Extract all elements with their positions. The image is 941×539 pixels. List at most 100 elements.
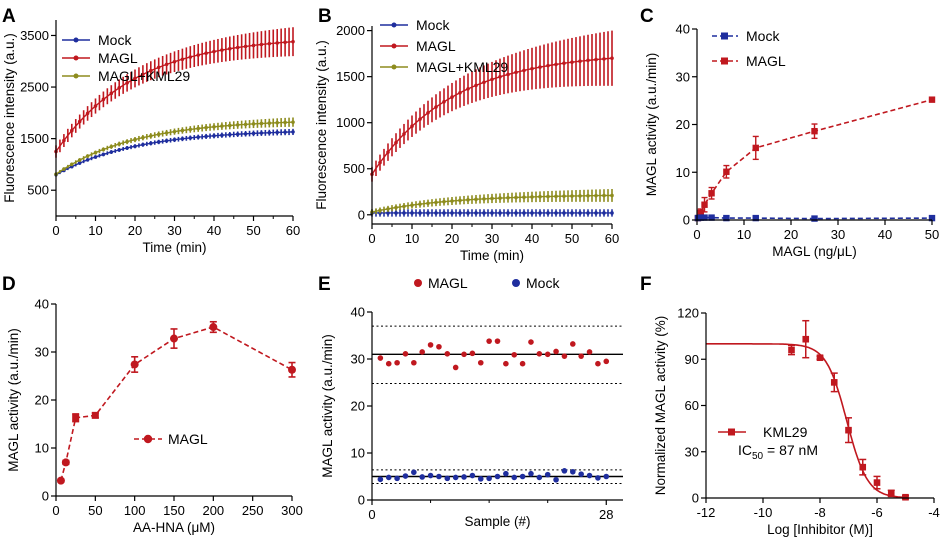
data-point <box>522 68 526 73</box>
x-tick-label: 150 <box>163 503 185 518</box>
data-point <box>62 138 66 143</box>
y-tick-label: 20 <box>676 117 690 132</box>
legend-swatch-marker <box>391 64 397 70</box>
data-point <box>458 211 462 215</box>
data-point <box>180 128 185 133</box>
series-line <box>60 326 293 481</box>
data-point <box>697 214 704 221</box>
data-point <box>259 42 264 47</box>
x-tick-label: 60 <box>286 223 300 238</box>
x-tick-label: 0 <box>693 227 700 242</box>
x-axis-label: Log [Inhibitor (M)] <box>767 522 873 537</box>
data-point <box>466 198 470 202</box>
data-point <box>474 211 478 215</box>
data-point <box>125 139 129 144</box>
data-point <box>419 474 426 480</box>
x-tick-label: 10 <box>737 227 751 242</box>
data-point <box>91 411 99 419</box>
data-point <box>610 211 614 215</box>
data-point <box>188 55 193 59</box>
data-point <box>243 131 248 136</box>
data-point <box>386 207 390 211</box>
data-point <box>546 194 550 199</box>
legend-swatch-marker <box>391 43 397 49</box>
data-point <box>220 133 224 138</box>
legend-label: MAGL <box>428 275 468 291</box>
data-point <box>538 211 542 215</box>
data-point <box>486 475 492 482</box>
x-tick-label: 40 <box>207 223 221 238</box>
data-point <box>196 126 200 131</box>
data-point <box>482 80 486 85</box>
x-tick-label: 250 <box>242 503 264 518</box>
data-point <box>578 194 582 198</box>
data-point <box>498 196 502 200</box>
data-point <box>117 148 121 152</box>
data-point <box>474 83 478 88</box>
data-point <box>426 110 430 115</box>
data-point <box>410 203 414 207</box>
x-tick-label: 28 <box>599 507 613 522</box>
data-point <box>528 339 534 345</box>
x-tick-label: 30 <box>831 227 845 242</box>
data-point <box>243 44 248 49</box>
data-point <box>243 122 248 127</box>
data-point <box>77 119 82 124</box>
data-point <box>514 211 518 215</box>
data-point <box>561 468 568 474</box>
series-magl-kml29 <box>54 117 295 177</box>
y-tick-label: 500 <box>343 161 365 176</box>
data-point <box>701 214 708 221</box>
data-point <box>610 193 614 198</box>
data-point <box>418 211 422 215</box>
legend-label: Mock <box>526 275 560 291</box>
y-tick-label: 0 <box>358 493 365 508</box>
data-point <box>554 211 558 215</box>
data-point <box>156 140 161 144</box>
data-point <box>394 140 398 145</box>
data-point <box>553 476 559 483</box>
data-point <box>570 341 576 347</box>
data-point <box>394 205 398 210</box>
y-tick-label: 60 <box>685 398 699 413</box>
data-point <box>204 134 208 139</box>
fit-curve <box>706 343 906 499</box>
y-tick-label: 90 <box>685 352 699 367</box>
data-point <box>172 59 177 64</box>
legend-swatch-marker <box>143 434 153 444</box>
data-point <box>411 469 417 476</box>
data-point <box>85 154 90 158</box>
data-point <box>444 351 451 357</box>
data-point <box>554 62 558 67</box>
data-point <box>267 121 272 125</box>
data-point <box>570 211 574 215</box>
x-tick-label: 50 <box>88 503 102 518</box>
data-point <box>436 473 442 480</box>
y-axis-label: Normalized MAGL activity (%) <box>653 316 668 496</box>
data-point <box>511 474 518 481</box>
data-point <box>514 70 518 75</box>
data-point <box>235 45 240 50</box>
data-point <box>442 211 446 215</box>
data-point <box>461 351 467 358</box>
series-mock <box>54 128 295 177</box>
data-point <box>220 48 224 52</box>
data-point <box>283 130 287 134</box>
data-point <box>212 49 216 54</box>
data-point <box>603 358 610 365</box>
data-point <box>578 211 582 215</box>
data-point <box>101 152 106 157</box>
legend-swatch-marker <box>721 57 728 65</box>
data-point <box>291 39 295 44</box>
y-tick-label: 20 <box>351 399 365 414</box>
data-point <box>830 379 838 386</box>
data-point <box>546 211 550 215</box>
data-point <box>204 51 208 55</box>
data-point <box>56 476 65 485</box>
data-point <box>235 132 240 137</box>
y-tick-label: 30 <box>351 352 365 367</box>
x-tick-label: 300 <box>281 503 303 518</box>
data-point <box>386 211 390 215</box>
data-point <box>61 458 70 467</box>
